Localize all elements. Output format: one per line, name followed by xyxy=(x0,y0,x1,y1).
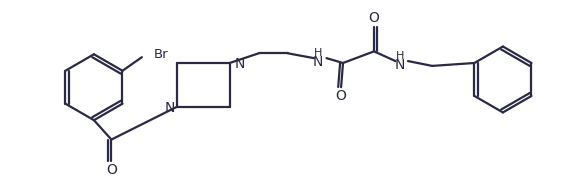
Text: H: H xyxy=(314,48,322,58)
Text: O: O xyxy=(106,163,117,177)
Text: O: O xyxy=(336,89,347,103)
Text: H: H xyxy=(396,51,405,61)
Text: N: N xyxy=(165,101,175,115)
Text: N: N xyxy=(234,57,245,71)
Text: O: O xyxy=(369,11,379,25)
Text: N: N xyxy=(395,58,405,72)
Text: Br: Br xyxy=(153,48,168,61)
Text: N: N xyxy=(312,55,323,69)
